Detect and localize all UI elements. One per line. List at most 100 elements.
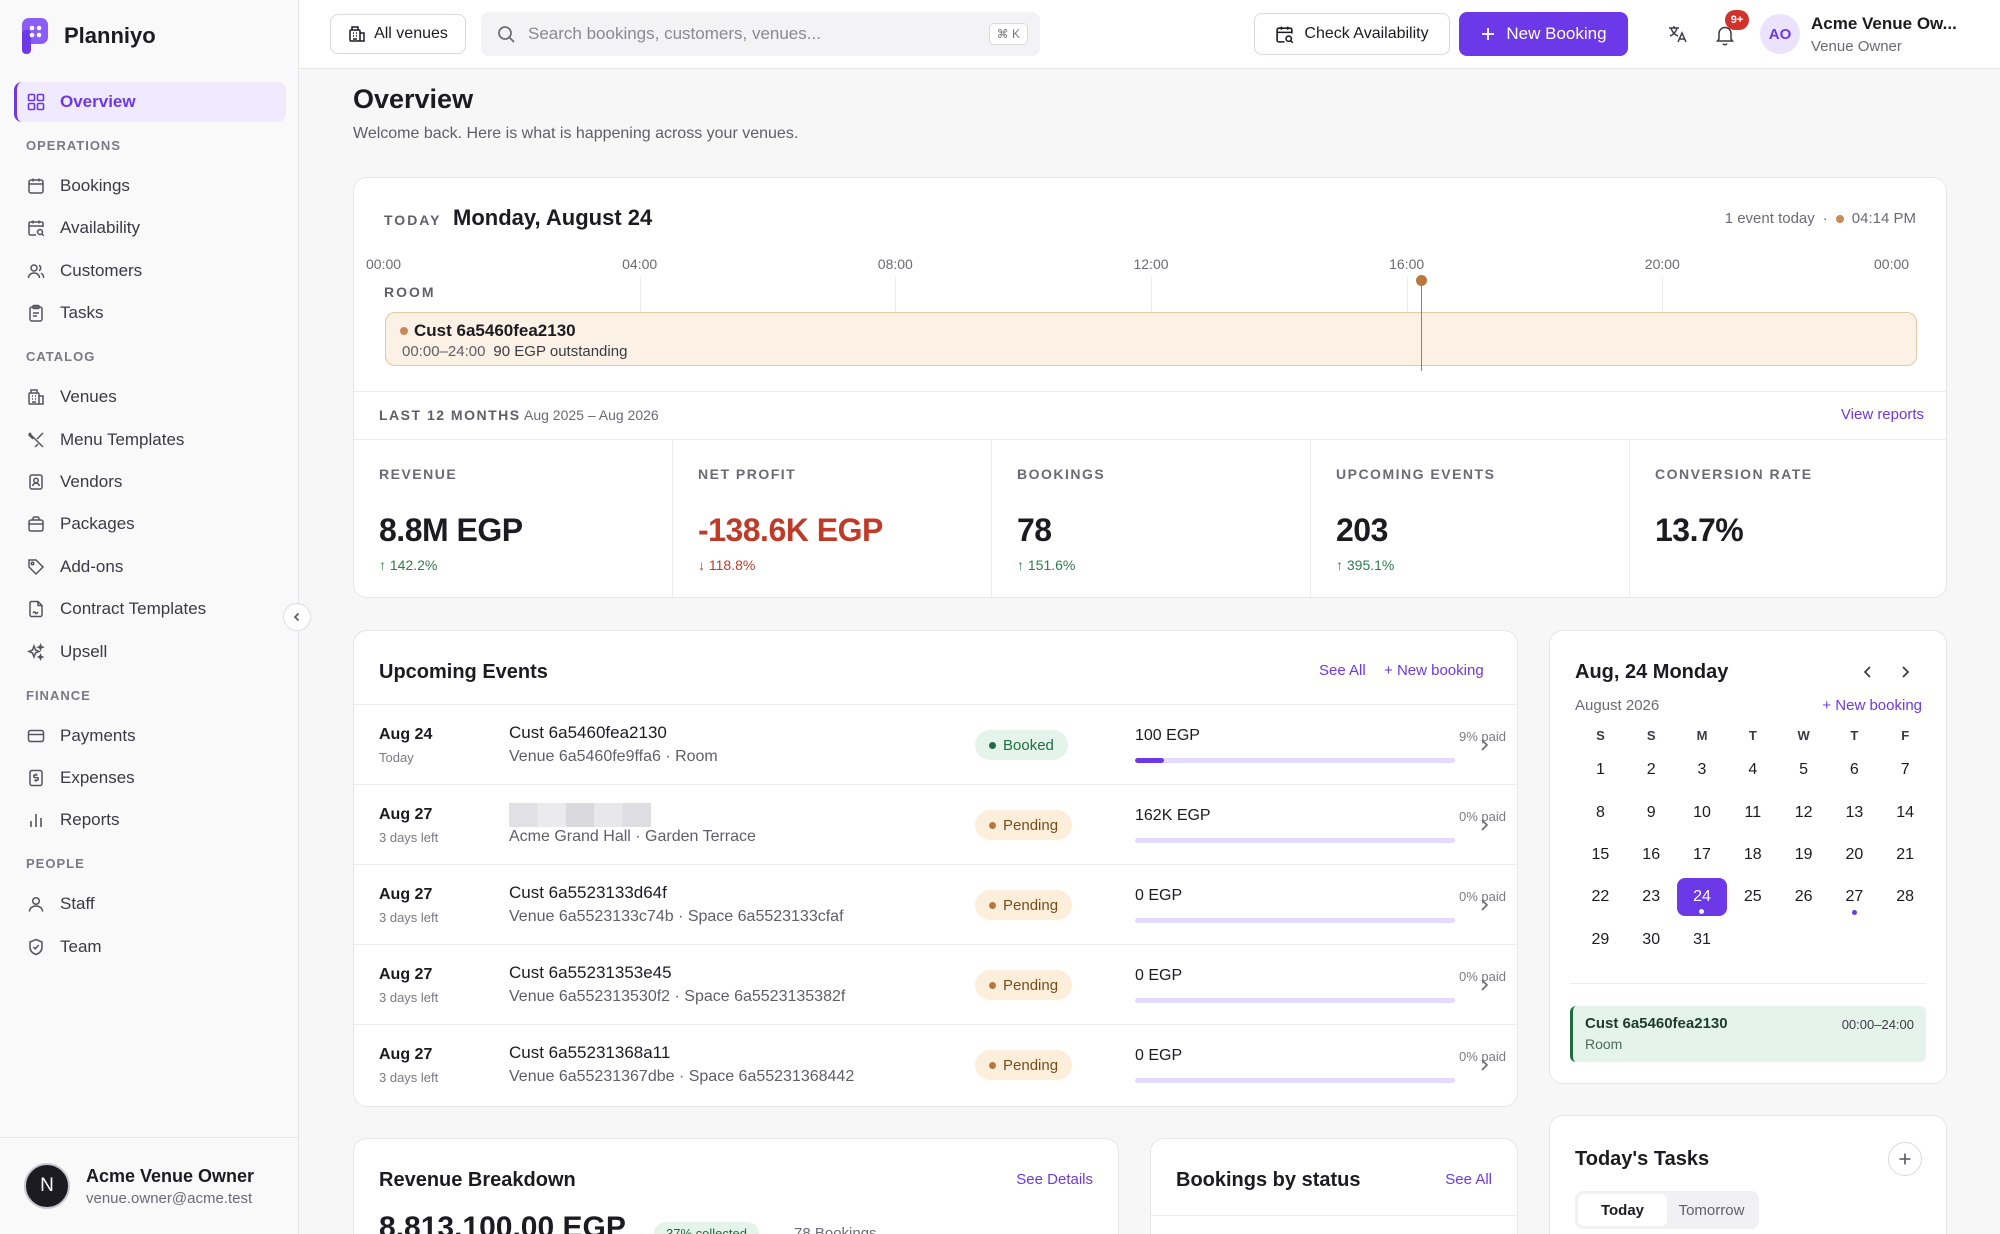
calendar-day[interactable]: 11 (1744, 803, 1762, 821)
sidebar-item-upsell[interactable]: Upsell (14, 632, 286, 672)
calendar-day[interactable]: 31 (1693, 930, 1711, 948)
calendar-day[interactable]: 1 (1595, 761, 1605, 779)
chevron-right-icon[interactable] (1474, 815, 1494, 835)
search-input[interactable] (528, 24, 968, 44)
calendar-day[interactable]: 7 (1900, 761, 1910, 779)
calendar-day[interactable]: 24 (1676, 878, 1728, 917)
calendar-day[interactable]: 21 (1896, 845, 1915, 863)
sidebar-item-reports[interactable]: Reports (14, 800, 286, 840)
view-reports-link[interactable]: View reports (1840, 406, 1924, 423)
calendar-prev-button[interactable] (1860, 664, 1876, 680)
event-date: Aug 27 (379, 886, 433, 903)
upcoming-events-card: Upcoming Events See All + New booking Au… (353, 630, 1518, 1107)
translate-button[interactable] (1664, 20, 1692, 48)
chevron-right-icon[interactable] (1474, 975, 1494, 995)
calendar-day[interactable]: 19 (1794, 845, 1813, 863)
sidebar-item-team[interactable]: Team (14, 927, 286, 967)
shield-icon (26, 937, 46, 957)
calendar-day[interactable]: 14 (1896, 803, 1915, 821)
sidebar-item-vendors[interactable]: Vendors (14, 462, 286, 502)
calendar-weekday: T (1748, 728, 1757, 743)
calendar-week: 8 9 10 11 12 13 14 (1575, 791, 1931, 833)
upcoming-event-row[interactable]: Aug 27 3 days left Cust 6a55231353e45 Venue… (354, 944, 1517, 1024)
revenue-amount: 8,813,100.00 EGP (379, 1211, 626, 1234)
calendar-day[interactable]: 30 (1642, 930, 1661, 948)
upcoming-event-row[interactable]: Aug 27 3 days left Cust 6a5523133d64f Venue… (354, 864, 1517, 944)
calendar-day[interactable]: 27 (1829, 876, 1880, 918)
calendar-day[interactable]: 28 (1896, 888, 1915, 906)
calendar-day[interactable]: 2 (1646, 761, 1656, 779)
upcoming-event-row[interactable]: Aug 27 3 days left Acme Grand Hall · Garde… (354, 784, 1517, 864)
add-task-button[interactable] (1888, 1142, 1922, 1176)
calendar-day[interactable]: 4 (1748, 761, 1758, 779)
sidebar-item-menu-templates[interactable]: Menu Templates (14, 420, 286, 460)
tab-today[interactable]: Today (1578, 1194, 1667, 1226)
header-user[interactable]: Acme Venue Ow... Venue Owner (1811, 14, 1957, 55)
calendar-day[interactable]: 18 (1743, 845, 1762, 863)
chevron-right-icon[interactable] (1474, 735, 1494, 755)
calendar-day[interactable]: 16 (1642, 845, 1661, 863)
today-label: TODAY (384, 212, 442, 228)
sidebar-item-add-ons[interactable]: Add-ons (14, 547, 286, 587)
calendar-day[interactable]: 20 (1845, 845, 1864, 863)
calendar-day[interactable]: 8 (1595, 803, 1605, 821)
calendar-new-booking-link[interactable]: + New booking (1822, 697, 1922, 714)
see-all-link[interactable]: See All (1319, 662, 1366, 679)
calendar-day[interactable]: 26 (1794, 888, 1813, 906)
sidebar-item-venues[interactable]: Venues (14, 377, 286, 417)
sidebar-item-label: Availability (60, 218, 141, 238)
kpi-value: 78 (1017, 512, 1052, 548)
calendar-day[interactable]: 12 (1794, 803, 1813, 821)
venue-selector-button[interactable]: All venues (330, 14, 466, 54)
avatar[interactable]: AO (1760, 14, 1800, 54)
calendar-day[interactable]: 29 (1591, 930, 1610, 948)
notifications-button[interactable] (1710, 20, 1740, 50)
sidebar-item-payments[interactable]: Payments (14, 716, 286, 756)
see-details-link[interactable]: See Details (1016, 1171, 1093, 1188)
new-booking-link[interactable]: + New booking (1384, 662, 1484, 679)
calendar-day[interactable]: 22 (1591, 888, 1610, 906)
sidebar-item-customers[interactable]: Customers (14, 251, 286, 291)
calendar-day[interactable]: 5 (1799, 761, 1809, 779)
calendar-event[interactable]: Cust 6a5460fea2130 Room 00:00–24:00 (1570, 1006, 1926, 1062)
timeline-event-sub: 00:00–24:00 90 EGP outstanding (402, 343, 627, 360)
calendar-next-button[interactable] (1897, 664, 1913, 680)
calendar-day[interactable]: 6 (1849, 761, 1859, 779)
calendar-day[interactable]: 13 (1845, 803, 1864, 821)
sidebar-item-expenses[interactable]: Expenses (14, 758, 286, 798)
sidebar-item-tasks[interactable]: Tasks (14, 293, 286, 333)
sidebar-item-staff[interactable]: Staff (14, 884, 286, 924)
search-bar[interactable]: ⌘ K (481, 12, 1040, 56)
calendar-day[interactable]: 17 (1693, 845, 1711, 863)
chevron-right-icon[interactable] (1474, 895, 1494, 915)
calendar-day[interactable]: 10 (1693, 803, 1711, 821)
sidebar-item-packages[interactable]: Packages (14, 504, 286, 544)
calendar-day[interactable]: 25 (1743, 888, 1762, 906)
sidebar-user[interactable]: N Acme Venue Owner venue.owner@acme.test (0, 1137, 299, 1234)
new-booking-button[interactable]: New Booking (1459, 12, 1628, 56)
tab-tomorrow[interactable]: Tomorrow (1678, 1201, 1745, 1219)
sidebar: Planniyo Overview OPERATIONS Bookings Av… (0, 0, 299, 1234)
divider (1570, 983, 1926, 984)
calendar-day[interactable]: 15 (1591, 845, 1610, 863)
today-date: Monday, August 24 (453, 205, 653, 230)
see-all-link[interactable]: See All (1445, 1171, 1492, 1188)
collapse-sidebar-button[interactable] (283, 603, 311, 631)
check-availability-button[interactable]: Check Availability (1254, 13, 1450, 55)
calendar-day[interactable]: 3 (1697, 761, 1707, 779)
sidebar-item-availability[interactable]: Availability (14, 208, 286, 248)
brand[interactable]: Planniyo (20, 14, 156, 58)
upcoming-event-row[interactable]: Aug 27 3 days left Cust 6a55231368a11 Venue… (354, 1024, 1517, 1104)
page-title: Overview (353, 84, 474, 114)
upcoming-event-row[interactable]: Aug 24 Today Cust 6a5460fea2130 Venue 6a546… (354, 704, 1517, 784)
sidebar-item-bookings[interactable]: Bookings (14, 166, 286, 206)
timeline-grid-line (1662, 276, 1664, 314)
sidebar-item-overview[interactable]: Overview (14, 82, 286, 122)
calendar-day[interactable]: 9 (1646, 803, 1656, 821)
sidebar-item-contract-templates[interactable]: Contract Templates (14, 589, 286, 629)
timeline-event[interactable]: Cust 6a5460fea2130 00:00–24:00 90 EGP out… (385, 312, 1917, 366)
chevron-right-icon[interactable] (1474, 1055, 1494, 1075)
calendar-day[interactable]: 23 (1642, 888, 1661, 906)
event-paid-percent: 0% paid (1459, 889, 1506, 904)
